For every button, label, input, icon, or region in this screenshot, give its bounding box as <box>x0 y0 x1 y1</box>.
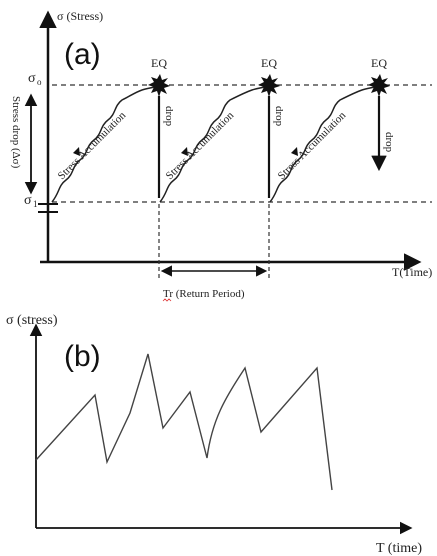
drop-label-1: drop <box>163 106 175 127</box>
panel-b-y-axis-label: σ (stress) <box>6 313 58 328</box>
accumulation-ramp-1 <box>51 85 159 203</box>
sigma-o-subscript: o <box>37 77 42 87</box>
sigma-o-symbol: σ <box>28 71 36 86</box>
eq-starburst-icon <box>368 74 390 97</box>
sigma-1-subscript: 1 <box>33 199 38 209</box>
accumulation-arrowhead-3 <box>291 147 298 156</box>
accumulation-ramp-2 <box>159 85 269 203</box>
eq-starburst-icon <box>258 74 280 97</box>
eq-starburst-icon <box>148 74 170 97</box>
accumulation-label-3: Stress Accumulation <box>276 109 349 182</box>
panel-a: (a) σ (Stress) T(Time) σ o σ 1 Stress dr… <box>10 9 432 302</box>
sigma-o-label: σ o <box>28 71 42 87</box>
eq-event-2: EQ drop <box>258 56 285 198</box>
stress-drop-label: Stress drop (Δσ) <box>10 96 22 169</box>
panel-b-x-axis-label: T (time) <box>376 541 422 556</box>
eq-label-1: EQ <box>151 56 167 70</box>
stress-time-curve <box>35 353 333 491</box>
sigma-1-symbol: σ <box>24 193 32 208</box>
panel-b-label: (b) <box>64 340 101 373</box>
drop-label-3: drop <box>383 132 395 153</box>
eq-label-3: EQ <box>371 56 387 70</box>
accumulation-label-1: Stress Accumulation <box>56 109 129 182</box>
eq-event-1: EQ drop <box>148 56 175 198</box>
eq-label-2: EQ <box>261 56 277 70</box>
accumulation-arrowhead-2 <box>181 147 188 156</box>
return-period-spellcheck-underline <box>162 298 172 302</box>
return-period-label: Tr (Return Period) <box>163 288 245 300</box>
panel-a-x-axis-label: T(Time) <box>392 265 432 279</box>
panel-a-label: (a) <box>64 38 101 71</box>
eq-event-3: EQ drop <box>368 56 395 172</box>
drop-label-2: drop <box>273 106 285 127</box>
panel-b: σ (stress) (b) T (time) <box>6 313 422 556</box>
sigma-1-label: σ 1 <box>24 193 38 209</box>
accumulation-arrowhead-1 <box>73 147 80 156</box>
panel-a-y-axis-label: σ (Stress) <box>57 9 103 23</box>
accumulation-ramp-3 <box>269 85 379 203</box>
